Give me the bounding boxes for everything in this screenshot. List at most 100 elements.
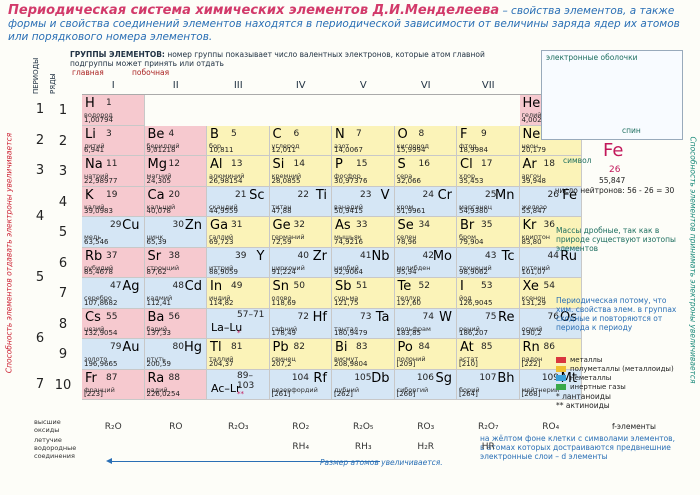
element-cell[interactable]: Ra 88 радий 226,0254 xyxy=(144,369,207,400)
element-number: 26 xyxy=(547,189,559,200)
element-number: 38 xyxy=(168,250,180,261)
element-cell[interactable]: Y 39 иттрий 88,9059 xyxy=(207,247,270,278)
element-cell[interactable]: Ge 32 германий 72,59 xyxy=(269,217,332,248)
element-cell[interactable]: Pb 82 свинец 207,2 xyxy=(269,339,332,370)
element-symbol: Au xyxy=(122,340,140,355)
element-cell[interactable]: Mt 109 мейтнерий [268] xyxy=(519,369,582,400)
element-name: магний xyxy=(146,172,172,180)
element-cell[interactable]: La–Lu 57–71 * xyxy=(207,308,270,339)
element-cell[interactable]: Cl 17 хлор 35,453 xyxy=(457,156,520,187)
periodic-table: ПЕРИОДЫ РЯДЫ ГРУППЫ ЭЛЕМЕНТОВ: номер гру… xyxy=(32,48,684,466)
oxide-formula: RO₃ xyxy=(417,422,435,432)
element-cell[interactable]: Fr 87 франций [223] xyxy=(82,369,145,400)
element-mass: 208,9804 xyxy=(334,359,368,368)
element-cell[interactable]: Si 14 кремний 28,0855 xyxy=(269,156,332,187)
element-cell[interactable]: Ta 73 тантал 180,9479 xyxy=(332,308,395,339)
element-cell[interactable]: Nb 41 ниобий 92,9064 xyxy=(332,247,395,278)
element-cell[interactable]: Br 35 бром 79,904 xyxy=(457,217,520,248)
element-symbol: Rf xyxy=(313,370,327,386)
element-name: германий xyxy=(271,233,305,241)
element-name: таллий xyxy=(209,355,234,363)
element-number: 11 xyxy=(106,159,118,169)
element-cell[interactable]: Na 11 натрий 22,98977 xyxy=(82,156,145,187)
element-cell[interactable]: Re 75 рений 186,207 xyxy=(457,308,520,339)
element-cell[interactable]: Fe 26 железо 55,847 xyxy=(519,186,582,217)
element-mass: 63,546 xyxy=(84,237,109,246)
element-symbol: I xyxy=(460,279,464,294)
element-symbol: Si xyxy=(272,157,285,172)
element-cell[interactable]: Cs 55 цезий 132,9054 xyxy=(82,308,145,339)
element-cell[interactable]: Xe 54 ксенон 131,29 xyxy=(519,278,582,309)
element-cell[interactable]: H 1 водород 1,00794 xyxy=(82,95,145,126)
element-cell[interactable]: Zn 30 цинк 65,39 xyxy=(144,217,207,248)
element-cell[interactable]: Db 105 дубний [262] xyxy=(332,369,395,400)
element-cell[interactable]: Be 4 бериллий 9,01218 xyxy=(144,125,207,156)
element-cell[interactable]: Cd 48 кадмий 112,41 xyxy=(144,278,207,309)
element-cell[interactable]: Mg 12 магний 24,305 xyxy=(144,156,207,187)
element-cell[interactable]: As 33 мышьяк 74,9216 xyxy=(332,217,395,248)
element-cell[interactable]: Hf 72 гафний 178,49 xyxy=(269,308,332,339)
element-cell[interactable]: Rn 86 радон [222] xyxy=(519,339,582,370)
element-name: рутений xyxy=(521,263,550,272)
element-mass: 1,00794 xyxy=(84,115,113,124)
element-cell[interactable]: Ru 44 рутений 101,07 xyxy=(519,247,582,278)
element-cell[interactable]: B 5 бор 10,811 xyxy=(207,125,270,156)
element-name: скандий xyxy=(209,202,238,211)
element-name: гелий xyxy=(521,111,542,119)
element-cell[interactable]: Zr 40 цирконий 91,224 xyxy=(269,247,332,278)
element-cell[interactable]: Bi 83 висмут 208,9804 xyxy=(332,339,395,370)
element-cell[interactable]: Ba 56 барий 137,33 xyxy=(144,308,207,339)
element-cell[interactable]: V 23 ванадий 50,9415 xyxy=(332,186,395,217)
element-cell[interactable]: Ag 47 серебро 107,8682 xyxy=(82,278,145,309)
element-cell[interactable]: Rb 37 рубидий 85,4678 xyxy=(82,247,145,278)
element-mass: [264] xyxy=(459,390,478,398)
element-cell[interactable]: Tc 43 технеций 98,9062 xyxy=(457,247,520,278)
element-cell[interactable]: W 74 вольфрам 183,85 xyxy=(394,308,457,339)
element-cell[interactable]: Li 3 литий 6,941 xyxy=(82,125,145,156)
element-symbol: Cr xyxy=(437,187,452,203)
element-cell[interactable]: F 9 фтор 18,9984 xyxy=(457,125,520,156)
element-cell[interactable]: Sn 50 олово 118,69 xyxy=(269,278,332,309)
element-cell[interactable]: Ti 22 титан 47,88 xyxy=(269,186,332,217)
element-cell[interactable]: Ca 20 кальций 40,078 xyxy=(144,186,207,217)
element-cell[interactable]: Mo 42 молибден 95,94 xyxy=(394,247,457,278)
period-label: 5 xyxy=(35,270,45,285)
element-number: 4 xyxy=(168,128,175,139)
element-cell[interactable]: At 85 астат [210] xyxy=(457,339,520,370)
element-cell[interactable]: Ar 18 аргон 39,948 xyxy=(519,156,582,187)
element-cell[interactable]: Cr 24 хром 51,9961 xyxy=(394,186,457,217)
element-cell[interactable]: Al 13 алюминий 26,98154 xyxy=(207,156,270,187)
element-name: цирконий xyxy=(271,263,305,272)
element-cell[interactable]: Po 84 полоний [209] xyxy=(394,339,457,370)
element-cell[interactable]: Rf 104 резерфордий [261] xyxy=(269,369,332,400)
element-cell[interactable]: Sb 51 сурьма 121,75 xyxy=(332,278,395,309)
element-cell[interactable]: Mn 25 марганец 54,9380 xyxy=(457,186,520,217)
element-cell[interactable]: S 16 сера 32,066 xyxy=(394,156,457,187)
element-number: 89–103 xyxy=(237,370,255,391)
element-cell[interactable]: Ga 31 галлий 69,723 xyxy=(207,217,270,248)
element-cell[interactable]: Hg 80 ртуть 200,59 xyxy=(144,339,207,370)
element-cell[interactable]: K 19 калий 39,0983 xyxy=(82,186,145,217)
element-cell[interactable]: N 7 азот 14,0067 xyxy=(332,125,395,156)
element-cell[interactable]: Sc 21 скандий 44,9559 xyxy=(207,186,270,217)
element-cell[interactable]: Sr 38 стронций 87,62 xyxy=(144,247,207,278)
element-cell[interactable]: Ac–Lr 89–103 ** xyxy=(207,369,270,400)
element-cell[interactable]: I 53 йод 126,9045 xyxy=(457,278,520,309)
element-cell[interactable]: Kr 36 криптон 83,80 xyxy=(519,217,582,248)
element-cell[interactable]: Bh 107 борий [264] xyxy=(457,369,520,400)
element-cell[interactable]: Tl 81 таллий 204,37 xyxy=(207,339,270,370)
element-cell[interactable]: P 15 фосфор 30,97376 xyxy=(332,156,395,187)
side-subgroup-label: побочная xyxy=(132,68,170,77)
element-cell[interactable]: In 49 индий 114,82 xyxy=(207,278,270,309)
element-cell[interactable]: O 8 кислород 15,9994 xyxy=(394,125,457,156)
element-cell[interactable]: Cu 29 медь 63,546 xyxy=(82,217,145,248)
element-symbol: Os xyxy=(559,309,577,325)
element-cell[interactable]: Sg 106 сиборгий [266] xyxy=(394,369,457,400)
element-name: стронций xyxy=(146,263,180,272)
element-cell[interactable]: Au 79 золото 196,9665 xyxy=(82,339,145,370)
element-cell[interactable]: C 6 углерод 12,011 xyxy=(269,125,332,156)
element-cell[interactable]: Te 52 теллур 127,60 xyxy=(394,278,457,309)
element-cell[interactable]: Os 76 осмий 190,2 xyxy=(519,308,582,339)
element-cell[interactable]: Se 34 селен 78,96 xyxy=(394,217,457,248)
element-mass: 10,811 xyxy=(209,146,234,154)
